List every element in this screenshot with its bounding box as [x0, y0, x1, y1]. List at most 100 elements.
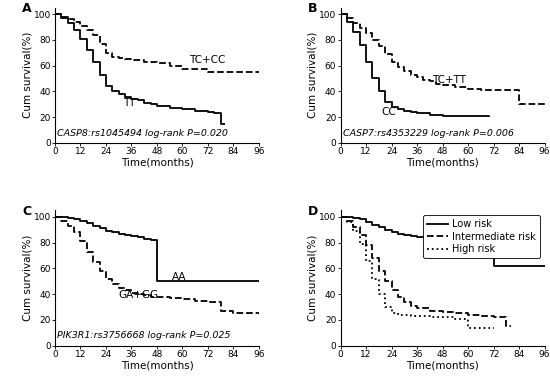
Intermediate risk: [408, 303, 414, 308]
TC+CC: [141, 60, 147, 64]
Text: A: A: [23, 2, 32, 15]
Text: TC+TT: TC+TT: [432, 75, 466, 85]
AA: [96, 226, 103, 231]
Intermediate risk: [408, 300, 414, 304]
TC+TT: [369, 31, 376, 36]
Intermediate risk: [363, 243, 370, 248]
CC: [452, 114, 459, 118]
AA: [116, 230, 122, 235]
GA+GG: [109, 281, 116, 286]
Text: PIK3R1:rs3756668 log-rank P=0.025: PIK3R1:rs3756668 log-rank P=0.025: [57, 331, 230, 341]
TC+CC: [103, 41, 109, 46]
High risk: [394, 313, 401, 317]
TC+CC: [77, 20, 84, 24]
Low risk: [408, 233, 414, 237]
TT: [179, 107, 186, 112]
TC+TT: [401, 68, 408, 73]
TC+TT: [477, 88, 484, 93]
TC+TT: [490, 88, 497, 93]
GA+GG: [141, 292, 147, 296]
TT: [179, 106, 186, 110]
TC+TT: [394, 65, 401, 69]
High risk: [369, 276, 376, 281]
CC: [408, 108, 414, 113]
AA: [153, 238, 160, 242]
TT: [167, 106, 173, 110]
TC+CC: [167, 61, 173, 65]
AA: [84, 218, 90, 223]
GA+GG: [128, 288, 135, 293]
GA+GG: [90, 260, 97, 264]
CC: [394, 107, 401, 112]
TC+CC: [116, 54, 122, 59]
Low risk: [382, 227, 388, 232]
TC+TT: [344, 12, 350, 17]
GA+GG: [147, 295, 154, 299]
GA+GG: [205, 298, 211, 303]
CC: [376, 76, 382, 81]
CC: [369, 60, 376, 64]
TC+CC: [71, 17, 78, 22]
GA+GG: [153, 295, 160, 299]
X-axis label: Time(months): Time(months): [120, 157, 194, 167]
Intermediate risk: [426, 308, 433, 313]
TC+CC: [58, 12, 65, 17]
GA+GG: [153, 295, 160, 299]
High risk: [388, 305, 395, 309]
High risk: [439, 315, 446, 319]
Low risk: [477, 253, 484, 258]
Line: Low risk: Low risk: [340, 217, 544, 266]
GA+GG: [64, 218, 71, 223]
High risk: [414, 314, 420, 318]
GA+GG: [116, 281, 122, 286]
GA+GG: [230, 311, 236, 316]
TC+CC: [179, 67, 186, 72]
TC+CC: [153, 61, 160, 65]
Y-axis label: Cum survival(%): Cum survival(%): [308, 235, 318, 321]
Intermediate risk: [426, 306, 433, 311]
GA+GG: [217, 308, 224, 313]
TC+TT: [344, 16, 350, 20]
CC: [408, 110, 414, 114]
CC: [350, 30, 356, 35]
TT: [141, 98, 147, 103]
TC+CC: [179, 63, 186, 68]
AA: [128, 234, 135, 238]
TC+TT: [388, 60, 395, 64]
AA: [52, 215, 58, 219]
High risk: [363, 242, 370, 246]
TC+TT: [439, 81, 446, 86]
GA+GG: [109, 276, 116, 281]
GA+GG: [71, 223, 78, 228]
GA+GG: [96, 269, 103, 273]
Low risk: [376, 222, 382, 227]
TT: [147, 102, 154, 106]
Text: D: D: [308, 205, 318, 218]
TC+TT: [541, 102, 548, 106]
TC+TT: [420, 78, 427, 82]
Intermediate risk: [363, 233, 370, 237]
TT: [71, 21, 78, 25]
Intermediate risk: [477, 314, 484, 318]
TT: [64, 16, 71, 20]
GA+GG: [77, 239, 84, 243]
CC: [394, 104, 401, 109]
AA: [147, 238, 154, 242]
TT: [153, 102, 160, 106]
CC: [388, 99, 395, 104]
Intermediate risk: [439, 308, 446, 313]
Low risk: [541, 263, 548, 268]
TC+TT: [433, 79, 439, 83]
Low risk: [465, 251, 471, 255]
Low risk: [344, 215, 350, 219]
Low risk: [350, 215, 356, 219]
TC+CC: [230, 70, 236, 74]
CC: [486, 114, 493, 118]
High risk: [394, 311, 401, 316]
AA: [109, 229, 116, 233]
AA: [135, 235, 141, 240]
GA+GG: [243, 311, 250, 316]
GA+GG: [116, 285, 122, 290]
Low risk: [363, 220, 370, 224]
TC+CC: [122, 56, 128, 60]
